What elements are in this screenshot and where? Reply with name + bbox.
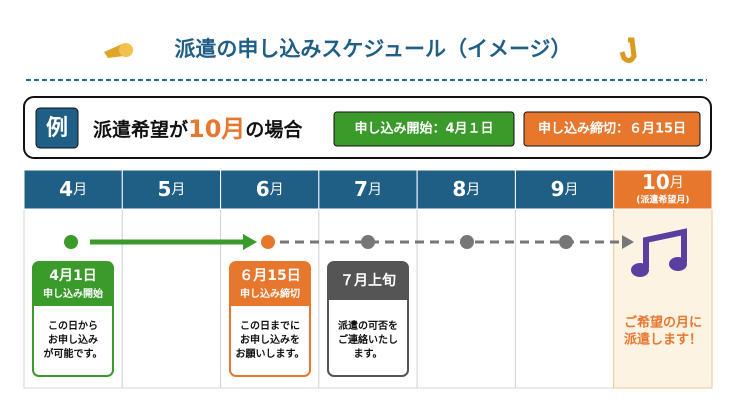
month-num: 4	[59, 177, 73, 201]
card-header	[328, 262, 408, 300]
month-header	[318, 169, 418, 210]
timeline-arrowhead	[243, 234, 257, 250]
month-header	[613, 169, 713, 210]
target-line: 派遣します！	[624, 332, 702, 348]
month-label: 8月	[452, 177, 480, 201]
trumpet-icon	[104, 43, 133, 58]
example-text-after: の場合	[245, 118, 303, 141]
music-icon	[669, 257, 687, 271]
month-num: 5	[157, 177, 171, 201]
month-unit: 月	[565, 182, 579, 198]
timeline-dot	[64, 235, 78, 249]
target-line: ご希望の月に	[624, 315, 702, 331]
card-date: ６月15日	[239, 268, 300, 284]
timeline-dot	[261, 235, 275, 249]
card-date: 4月1日	[49, 268, 96, 284]
month-body	[121, 208, 222, 389]
timeline-arrowhead	[622, 235, 634, 249]
card-line: お申し込みを	[240, 333, 300, 346]
month-unit: 月	[670, 175, 684, 191]
card-line: が可能です。	[44, 347, 103, 360]
month-unit: 月	[73, 182, 87, 198]
card-line: お願いします。	[236, 348, 305, 360]
music-icon	[631, 263, 649, 277]
example-label: 例	[46, 116, 68, 141]
card-header	[230, 262, 310, 306]
example-text-before: 派遣希望が	[93, 118, 188, 141]
card-label: 申し込み開始	[43, 287, 103, 300]
month-num: 7	[354, 177, 368, 201]
example-label-box	[35, 107, 79, 149]
month-label: 4月	[59, 177, 87, 201]
timeline-dot	[460, 235, 474, 249]
card-line: この日までに	[240, 320, 300, 332]
month-unit: 月	[368, 182, 382, 198]
card-date: ７月上旬	[340, 272, 396, 289]
card-line: 派遣の可否を	[338, 319, 398, 332]
card-line: お申し込み	[48, 333, 98, 346]
month-header	[220, 169, 320, 210]
month-label: 10月	[642, 170, 684, 194]
example-text: 派遣希望が10月の場合	[93, 115, 303, 143]
month-header	[416, 169, 516, 210]
card-line: ご連絡いたし	[338, 333, 398, 346]
timeline-dot	[559, 235, 573, 249]
example-month: 10月	[188, 115, 245, 143]
month-label: 6月	[256, 177, 284, 201]
sax-icon	[619, 37, 637, 64]
month-unit: 月	[466, 182, 480, 198]
end-badge-text: 申し込み締切：６月15日	[538, 121, 686, 137]
card-line: この日から	[48, 320, 98, 332]
month-label: 5月	[157, 177, 185, 201]
card-line: ます。	[354, 348, 383, 360]
month-note: (派遣希望月)	[636, 194, 689, 206]
start-badge-text: 申し込み開始：4月１日	[354, 121, 493, 137]
month-label: 9月	[551, 177, 579, 201]
card-header	[33, 262, 113, 306]
title: 派遣の申し込みスケジュール（イメージ）	[174, 37, 571, 61]
month-header	[121, 169, 222, 210]
month-num: 9	[551, 177, 565, 201]
month-unit: 月	[270, 182, 284, 198]
start-badge	[333, 111, 515, 147]
month-header	[514, 169, 615, 210]
timeline-dot	[361, 235, 375, 249]
month-num: 8	[452, 177, 466, 201]
month-num: 6	[256, 177, 270, 201]
month-unit: 月	[171, 182, 185, 198]
end-badge	[523, 111, 701, 147]
music-icon	[643, 228, 687, 268]
month-num: 10	[642, 170, 670, 194]
month-label: 7月	[354, 177, 382, 201]
card-label: 申し込み締切	[240, 287, 300, 300]
